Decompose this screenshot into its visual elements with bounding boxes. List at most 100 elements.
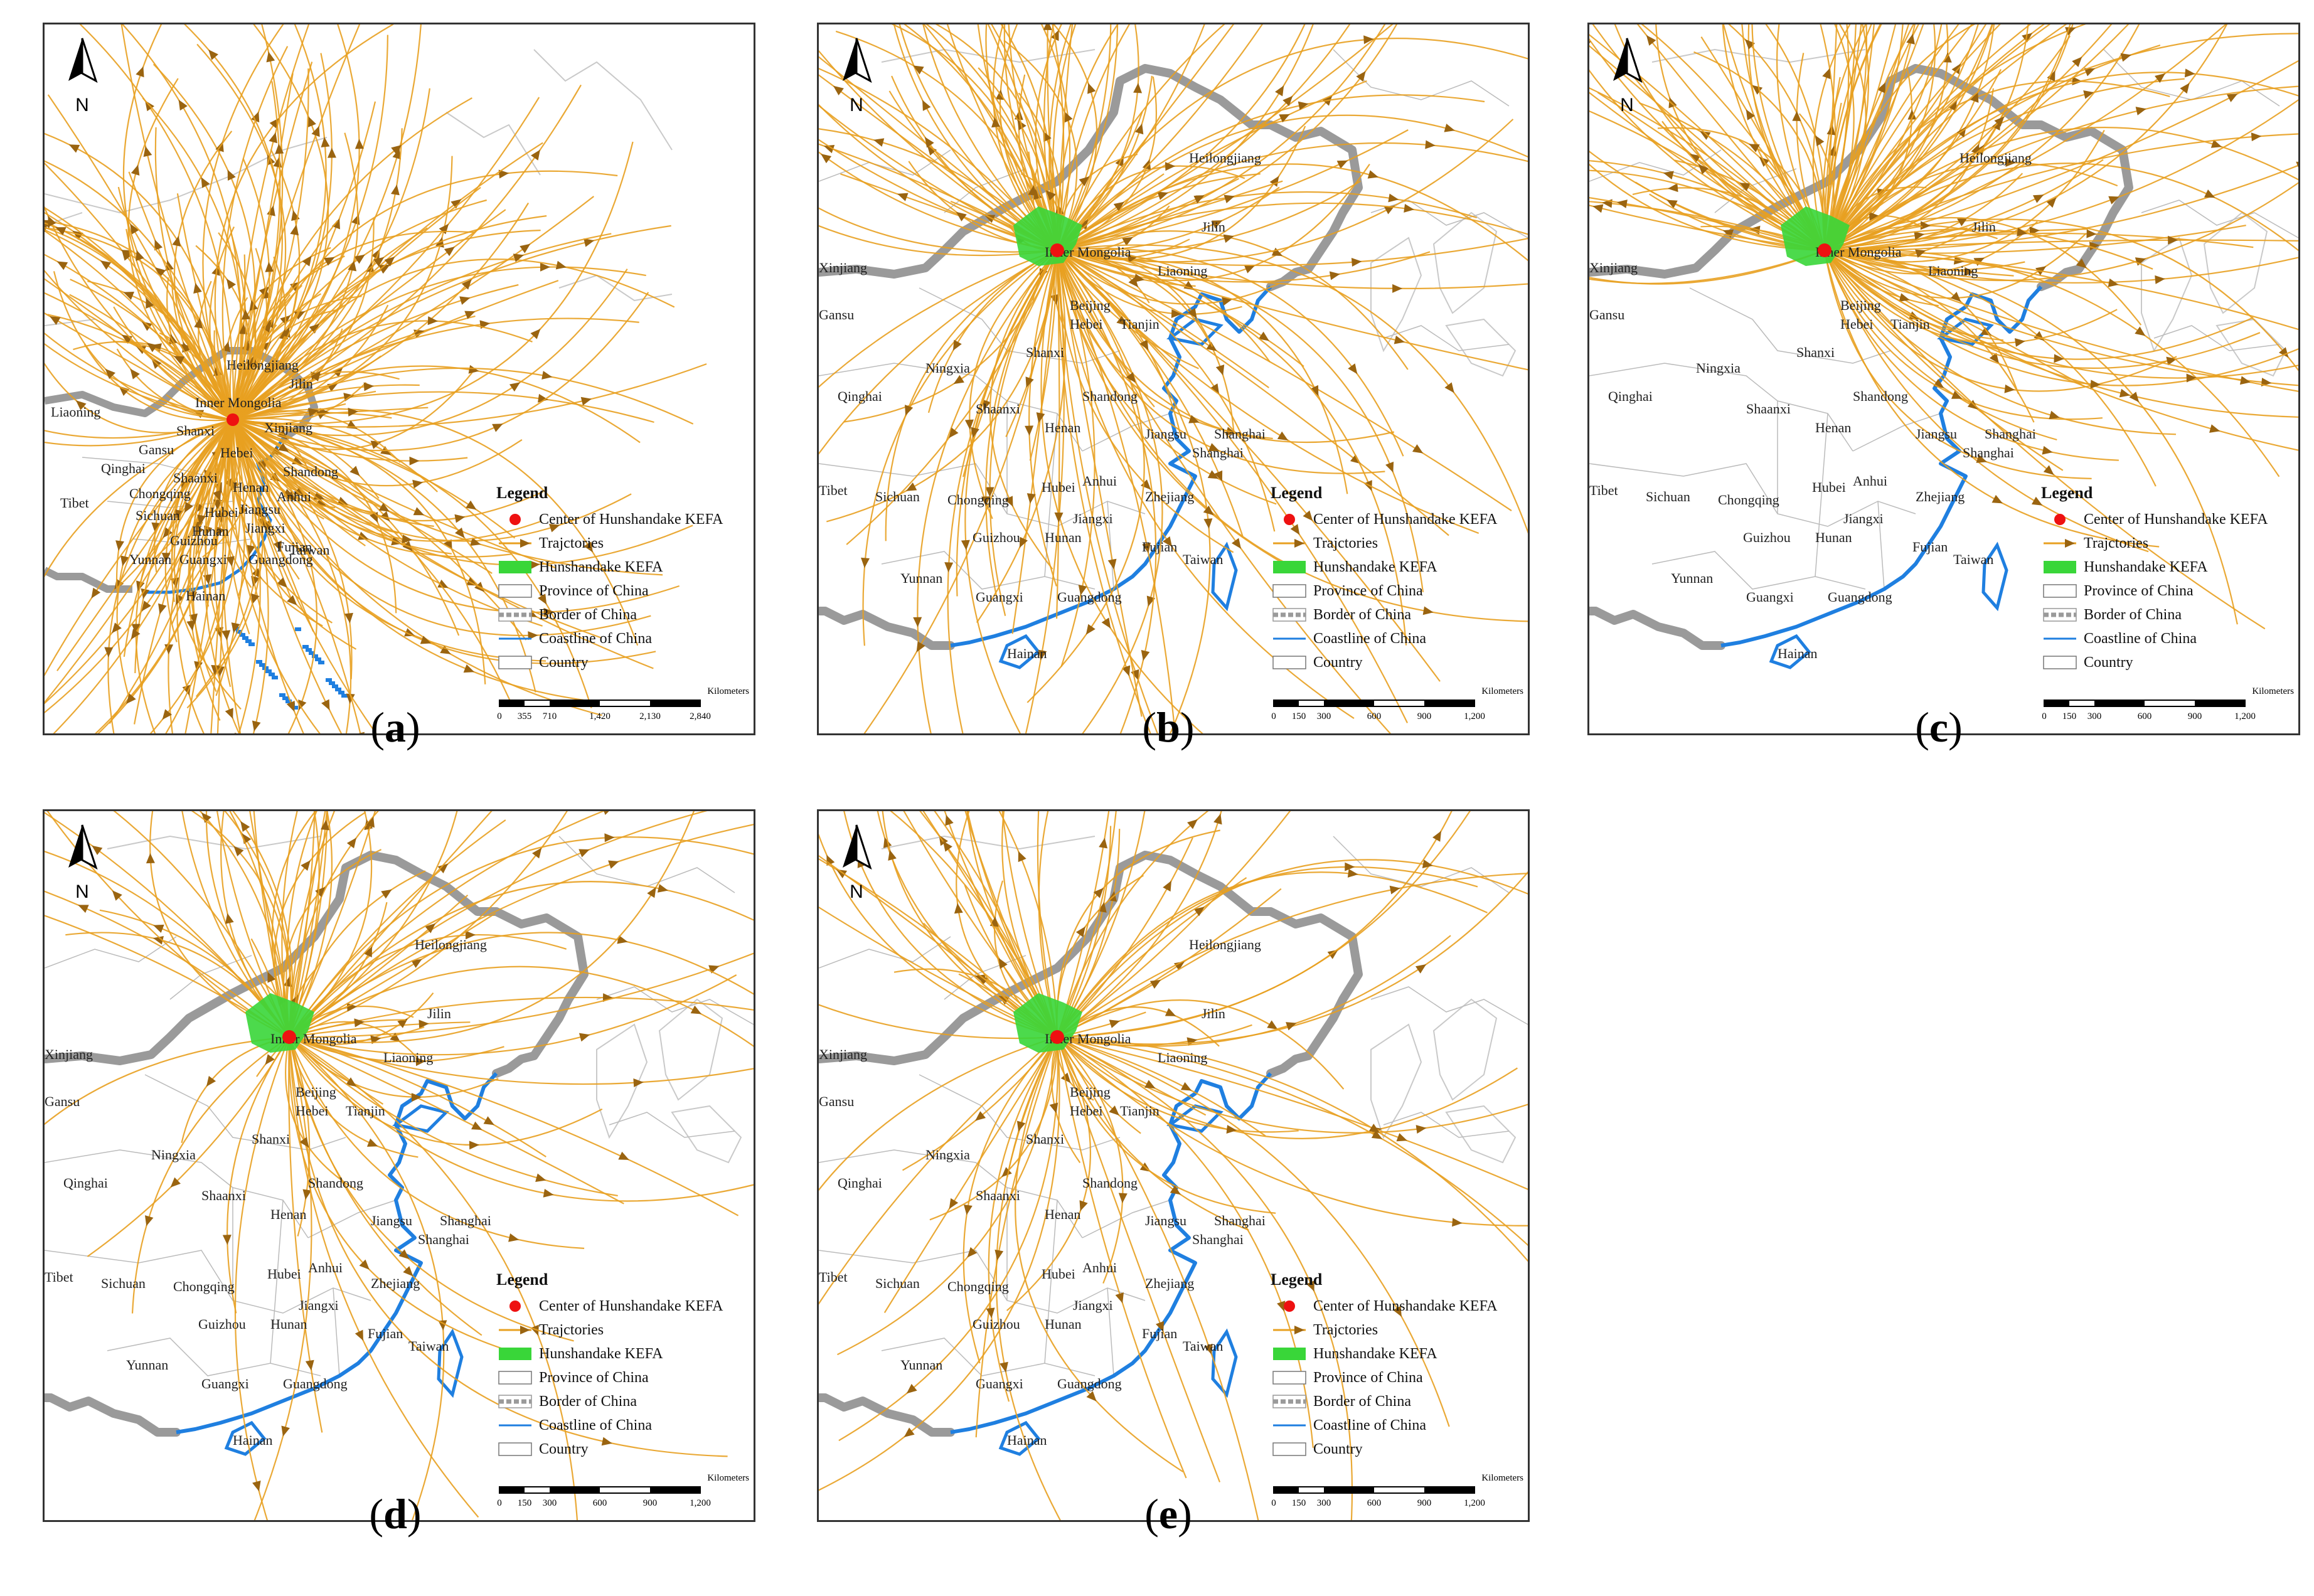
white-box-icon [2041,654,2079,671]
place-label: Shanghai [1963,445,2014,460]
scale-tick-label: 150 [518,1498,532,1508]
place-label: Guizhou [973,529,1020,545]
country-boundaries [881,835,1517,1164]
scale-unit: Kilometers [1481,1473,1523,1483]
place-label: Jilin [1972,219,1996,235]
panel-caption: (c) [1915,703,1963,751]
kefa-center-point [282,1030,296,1044]
place-label: Heilongjiang [415,937,487,952]
place-label: Guangdong [248,551,313,567]
legend-title: Legend [496,1270,548,1289]
place-label: Guangdong [1828,589,1892,605]
scale-bar: 0 150 300 600 900 1,200 Kilometers [2032,686,2295,724]
map-panel-e: Heilongjiang Jilin Inner Mongolia Xinjiang L… [817,809,1530,1522]
place-label: Hubei [1042,479,1075,495]
place-label: Qinghai [838,388,882,404]
hunshandake-kefa [1013,993,1082,1053]
legend-item-label: Trajctories [539,535,604,551]
place-label: Beijing [1070,297,1111,313]
legend-item-label: Country [539,654,589,671]
gray-dashed-icon [496,607,534,623]
scale-tick-label: 355 [518,711,532,721]
place-label: Yunnan [129,551,171,567]
legend-item: Hunshandake KEFA [2041,555,2292,579]
north-arrow-icon: N [57,824,107,905]
white-box-icon [1271,1370,1308,1386]
legend-item-label: Center of Hunshandake KEFA [1313,511,1498,528]
blue-line-icon [1271,630,1308,647]
place-label: Guangdong [1057,589,1122,605]
legend-item: Trajctories [1271,531,1522,555]
legend-item: Center of Hunshandake KEFA [1271,508,1522,531]
legend: Legend Center of Hunshandake KEFA Trajcto… [496,484,747,674]
scale-bar: 0 355 710 1,420 2,130 2,840 Kilometers [487,686,750,724]
place-label: Jilin [1202,219,1225,235]
legend-item-label: Country [1313,654,1363,671]
scale-bar: 0 150 300 600 900 1,200 Kilometers [487,1473,750,1511]
place-label: Jiangsu [371,1213,412,1228]
place-label: Shanghai [1214,426,1266,442]
scale-tick-label: 1,420 [589,711,610,721]
legend: Legend Center of Hunshandake KEFA Trajcto… [1271,1270,1522,1461]
scale-tick-label: 900 [1417,711,1432,721]
scale-tick-label: 0 [1271,711,1276,721]
blue-line-icon [496,1417,534,1434]
green-patch-icon [1271,1346,1308,1362]
gray-dashed-icon [1271,1393,1308,1410]
scale-tick-label: 1,200 [1464,1498,1485,1508]
arrow-line-icon [1271,1322,1308,1338]
legend-item-label: Coastline of China [1313,1417,1426,1434]
place-label: Chongqing [129,486,191,501]
kefa-center-point [1050,1030,1064,1044]
legend-item-label: Center of Hunshandake KEFA [1313,1297,1498,1314]
scale-tick-label: 300 [1317,711,1331,721]
place-label: Hunan [1045,529,1082,545]
place-label: Zhejiang [1145,1275,1194,1291]
place-label: Shaanxi [1746,401,1791,417]
scale-tick-label: 710 [543,711,557,721]
legend-item: Trajctories [2041,531,2292,555]
green-patch-icon [496,1346,534,1362]
white-box-icon [1271,1441,1308,1457]
legend-item: Center of Hunshandake KEFA [1271,1294,1522,1318]
province-boundaries [819,836,1528,1376]
place-label: Hunan [1045,1316,1082,1332]
legend-title: Legend [1271,1270,1323,1289]
legend-items: Center of Hunshandake KEFA Trajctories Hun… [496,1294,747,1461]
coastline-of-china [950,1072,1272,1456]
arrow-line-icon [2041,535,2079,551]
place-label: Guangxi [976,1376,1023,1391]
place-label: Chongqing [1718,492,1779,508]
scale-tick-label: 1,200 [1464,711,1485,721]
green-patch-icon [496,559,534,575]
legend-item-label: Trajctories [2084,535,2149,551]
place-label: Ningxia [151,1147,196,1162]
north-label: N [1620,95,1634,115]
place-label: Tibet [1589,482,1618,498]
place-label: Guizhou [1743,529,1791,545]
map-panel-a: Heilongjiang Jilin Inner Mongolia Liaoning X… [43,23,755,735]
legend-item-label: Border of China [539,606,637,623]
place-label: Hebei [296,1103,329,1119]
legend-item-label: Country [2084,654,2133,671]
legend-item: Coastline of China [1271,627,1522,651]
legend-item: Center of Hunshandake KEFA [2041,508,2292,531]
place-label: Henan [270,1206,306,1222]
legend-item: Center of Hunshandake KEFA [496,1294,747,1318]
legend-item-label: Hunshandake KEFA [539,1345,663,1362]
place-label: Jiangsu [239,501,280,517]
place-label: Guangxi [179,551,227,567]
place-label: Shanghai [1985,426,2036,442]
legend-item-label: Province of China [1313,1369,1423,1386]
place-label: Qinghai [101,460,146,476]
place-label: Shanxi [1026,344,1064,360]
place-label: Sichuan [875,489,920,504]
place-label: Tibet [45,1269,73,1285]
place-label: Qinghai [838,1175,882,1191]
legend-item: Province of China [1271,579,1522,603]
legend-item-label: Center of Hunshandake KEFA [539,511,723,528]
place-label: Fujian [1912,539,1948,555]
scale-tick-label: 150 [1292,711,1306,721]
scale-tick-label: 300 [543,1498,557,1508]
